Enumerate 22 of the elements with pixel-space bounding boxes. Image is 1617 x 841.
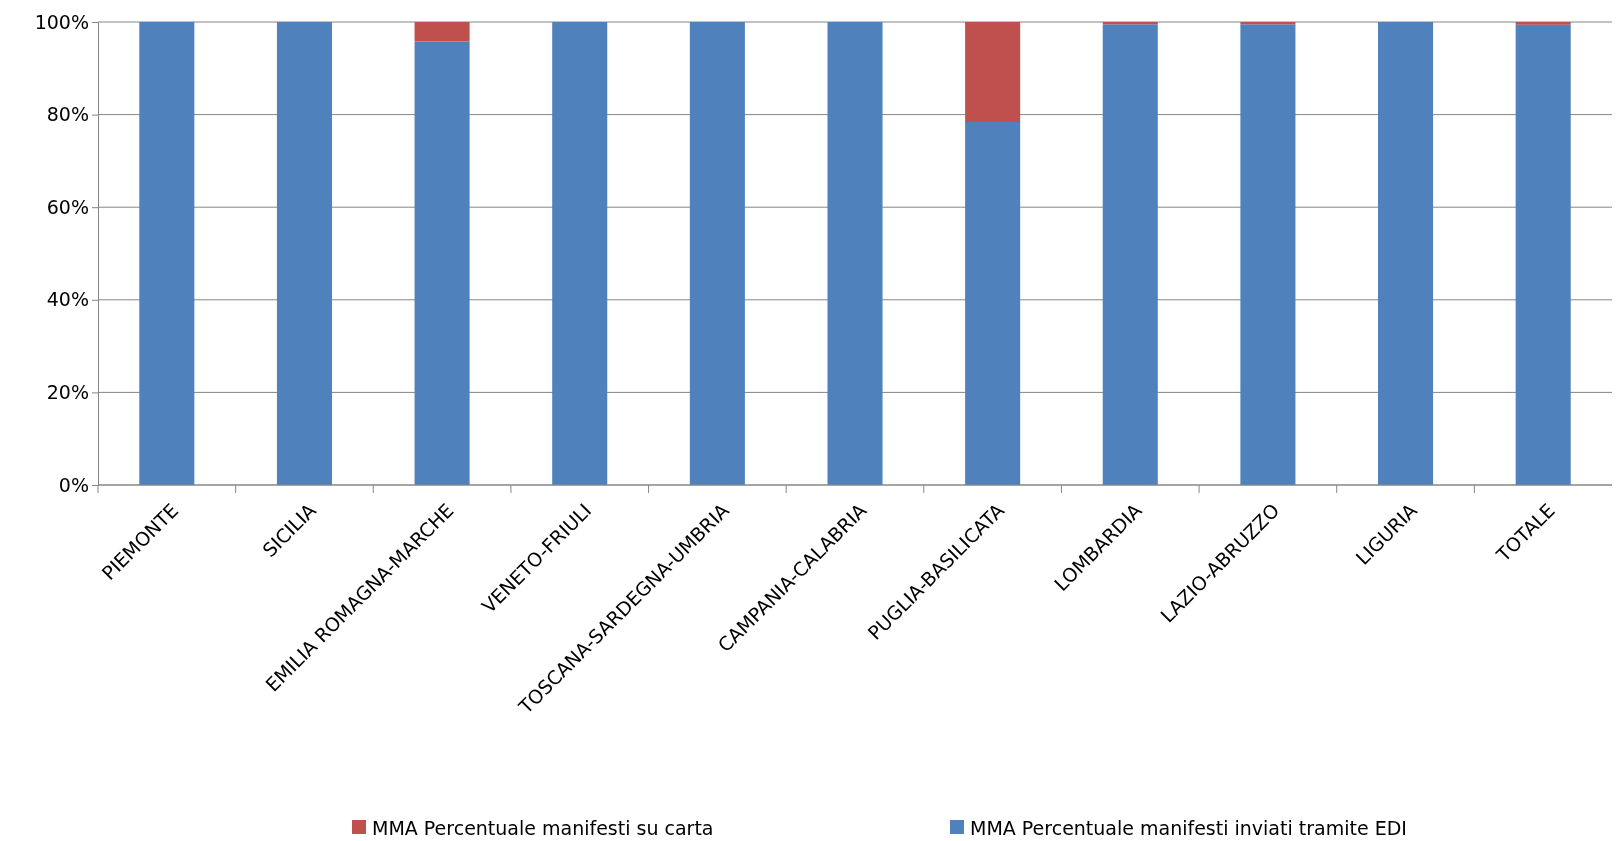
legend-label: MMA Percentuale manifesti su carta: [372, 816, 714, 839]
bar: [1515, 22, 1571, 25]
bar: [1240, 24, 1296, 485]
y-tick-label: 60%: [46, 195, 89, 218]
bar: [552, 22, 608, 485]
y-tick-label: 100%: [34, 10, 89, 33]
legend-label: MMA Percentuale manifesti inviati tramite EDI: [970, 816, 1407, 839]
bar: [1378, 22, 1434, 485]
y-tick-label: 0%: [58, 473, 89, 496]
y-tick-label: 20%: [46, 380, 89, 403]
bar: [689, 22, 745, 485]
y-tick-label: 40%: [46, 288, 89, 311]
bar: [827, 22, 883, 485]
bar: [1102, 24, 1158, 485]
bar: [965, 122, 1021, 485]
bar: [414, 41, 470, 485]
bar: [965, 22, 1021, 123]
y-tick-label: 80%: [46, 103, 89, 126]
bar: [1515, 24, 1571, 485]
bar: [414, 22, 470, 42]
bar: [276, 22, 332, 485]
bar: [139, 22, 195, 485]
